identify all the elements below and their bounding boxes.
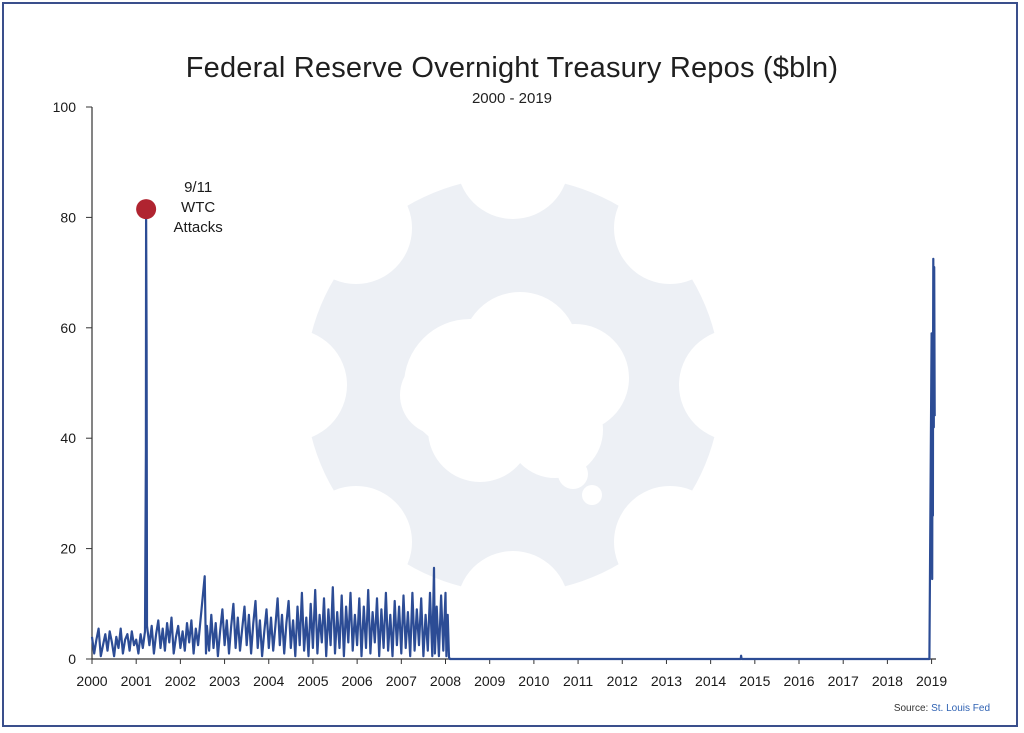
chart-axes: 0 20 40 60 80 100 2000 2001 2002 2003 2004 2005 2006… bbox=[53, 99, 948, 689]
watermark-gear-icon bbox=[235, 107, 791, 663]
x-tick-label: 2001 bbox=[121, 673, 152, 689]
y-tick-label: 100 bbox=[53, 99, 77, 115]
y-tick-label: 40 bbox=[60, 430, 76, 446]
highlight-point bbox=[136, 199, 157, 220]
x-tick-label: 2005 bbox=[297, 673, 328, 689]
x-tick-label: 2003 bbox=[209, 673, 240, 689]
x-tick-label: 2006 bbox=[342, 673, 373, 689]
x-tick-label: 2009 bbox=[474, 673, 505, 689]
x-tick-label: 2010 bbox=[518, 673, 549, 689]
x-tick-label: 2008 bbox=[430, 673, 461, 689]
watermark-gear-notch bbox=[457, 551, 569, 663]
watermark-cloud bbox=[507, 382, 603, 478]
chart-title: Federal Reserve Overnight Treasury Repos… bbox=[185, 52, 839, 84]
chart-subtitle: 2000 - 2019 bbox=[471, 90, 553, 107]
source-label: Source: bbox=[893, 703, 929, 714]
source-link[interactable]: St. Louis Fed bbox=[931, 703, 990, 714]
watermark-gear-notch bbox=[235, 329, 347, 441]
x-tick-label: 2015 bbox=[739, 673, 770, 689]
y-tick-label: 60 bbox=[60, 320, 76, 336]
source-note: Source: St. Louis Fed bbox=[894, 703, 990, 714]
watermark-gear-notch bbox=[300, 172, 413, 285]
watermark-gear-notch bbox=[679, 329, 791, 441]
watermark-bubble bbox=[582, 485, 602, 505]
watermark-bubble bbox=[558, 459, 588, 489]
annotation-label: Attacks bbox=[174, 219, 223, 236]
watermark-cloud bbox=[400, 355, 480, 435]
chart-marks: 9/11 WTC Attacks bbox=[136, 179, 223, 236]
x-tick-label: 2011 bbox=[563, 673, 593, 689]
x-tick-label: 2014 bbox=[695, 673, 726, 689]
watermark-gear-notch bbox=[457, 107, 569, 219]
x-tick-label: 2000 bbox=[76, 673, 107, 689]
y-tick-label: 20 bbox=[60, 541, 76, 557]
watermark-gear-notch bbox=[300, 485, 413, 598]
x-tick-label: 2004 bbox=[253, 673, 284, 689]
x-tick-label: 2007 bbox=[386, 673, 417, 689]
x-tick-label: 2017 bbox=[828, 673, 859, 689]
chart-series bbox=[90, 208, 936, 661]
y-tick-label: 80 bbox=[60, 209, 76, 225]
series-line bbox=[90, 208, 936, 661]
x-tick-label: 2019 bbox=[916, 673, 947, 689]
watermark-gear-notch bbox=[613, 172, 726, 285]
x-tick-label: 2012 bbox=[607, 673, 638, 689]
x-tick-label: 2016 bbox=[783, 673, 814, 689]
y-tick-label: 0 bbox=[68, 651, 76, 667]
x-tick-label: 2018 bbox=[872, 673, 903, 689]
annotation-label: WTC bbox=[181, 199, 215, 216]
annotation-label: 9/11 bbox=[184, 179, 212, 196]
x-tick-label: 2013 bbox=[651, 673, 682, 689]
x-tick-label: 2002 bbox=[165, 673, 196, 689]
watermark-gear-notch bbox=[613, 485, 726, 598]
